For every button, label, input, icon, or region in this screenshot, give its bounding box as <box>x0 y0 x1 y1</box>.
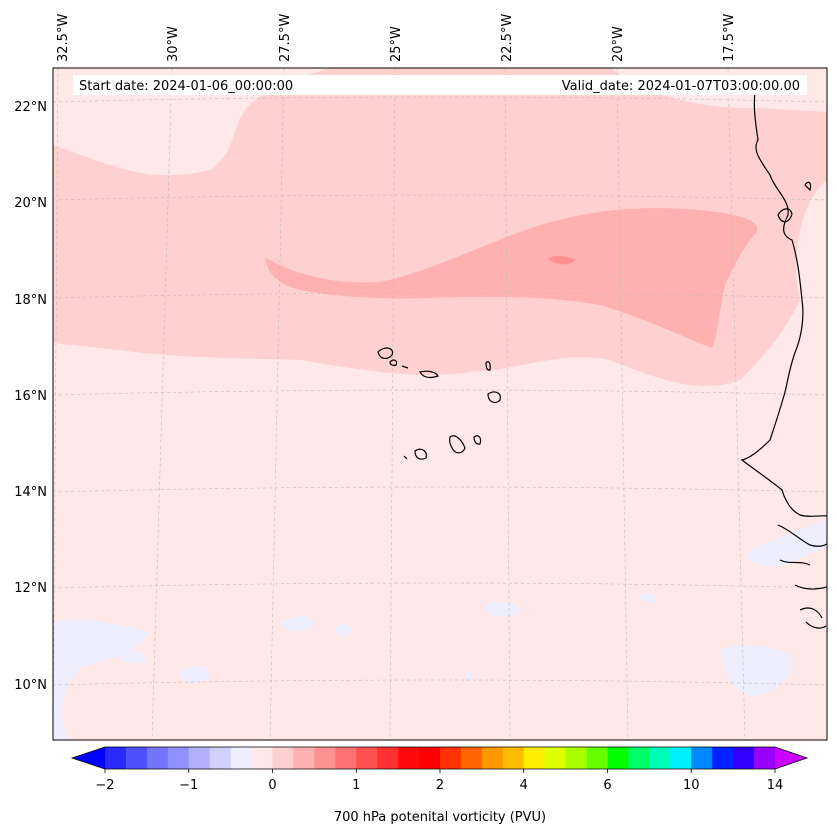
colorbar-cell <box>335 747 357 769</box>
colorbar-cell <box>649 747 671 769</box>
colorbar-cell <box>293 747 315 769</box>
colorbar-cell <box>356 747 378 769</box>
longitude-labels: 32.5°W 30°W 27.5°W 25°W 22.5°W 20°W 17.5… <box>56 14 737 62</box>
colorbar-tick-label: 4 <box>520 778 528 793</box>
lon-label: 22.5°W <box>500 14 515 62</box>
colorbar-cell <box>377 747 399 769</box>
colorbar-cell <box>272 747 295 769</box>
colorbar-cell <box>251 747 274 769</box>
colorbar-cell <box>712 747 734 769</box>
pv-contour-level2 <box>265 208 758 348</box>
colorbar-cell <box>460 747 483 769</box>
colorbar-tick-label: −2 <box>95 778 114 793</box>
colorbar-cell <box>544 747 567 769</box>
colorbar-cell <box>146 747 169 769</box>
lon-label: 30°W <box>166 26 181 62</box>
colorbar-cell <box>565 747 588 769</box>
colorbar-extend-max <box>775 747 807 769</box>
colorbar-cell <box>105 747 127 769</box>
colorbar-cell <box>167 747 190 769</box>
lon-label: 25°W <box>389 26 404 62</box>
colorbar-cell <box>419 747 441 769</box>
lon-label: 20°W <box>611 26 626 62</box>
lon-label: 17.5°W <box>722 14 737 62</box>
colorbar-cell <box>440 747 462 769</box>
lat-label: 18°N <box>14 293 47 308</box>
lat-label: 16°N <box>14 389 47 404</box>
colorbar-cell <box>188 747 211 769</box>
colorbar-cell <box>125 747 148 769</box>
lon-label: 32.5°W <box>56 14 71 62</box>
coastlines <box>740 79 827 629</box>
colorbar-cell <box>691 747 713 769</box>
lat-label: 12°N <box>14 581 47 596</box>
africa-coast <box>740 79 827 517</box>
graticule <box>53 68 827 740</box>
colorbar-tick-label: 2 <box>436 778 444 793</box>
start-date-label: Start date: 2024-01-06_00:00:00 <box>79 79 293 94</box>
colorbar-cell <box>398 747 420 769</box>
cape-verde-islands <box>377 347 501 460</box>
colorbar-cell <box>670 747 692 769</box>
colorbar: −2 −1 0 1 2 4 6 10 14 <box>70 746 809 793</box>
negative-pv-patches <box>53 520 827 740</box>
colorbar-cell <box>502 747 525 769</box>
colorbar-cell <box>523 747 546 769</box>
lon-label: 27.5°W <box>278 14 293 62</box>
lat-label: 14°N <box>14 485 47 500</box>
colorbar-cell <box>733 747 755 769</box>
colorbar-extend-min <box>72 747 105 769</box>
colorbar-cell <box>209 747 232 769</box>
colorbar-tick-label: 0 <box>268 778 276 793</box>
pv-contour-level3 <box>548 256 575 265</box>
colorbar-label: 700 hPa potenital vorticity (PVU) <box>334 810 546 825</box>
colorbar-tick-label: 6 <box>603 778 611 793</box>
colorbar-cell <box>586 747 609 769</box>
colorbar-cell <box>481 747 504 769</box>
colorbar-tick-label: 10 <box>683 778 700 793</box>
colorbar-cell <box>230 747 253 769</box>
latitude-labels: 22°N 20°N 18°N 16°N 14°N 12°N 10°N <box>14 100 47 693</box>
colorbar-cell <box>607 747 630 769</box>
colorbar-tick-label: 1 <box>352 778 360 793</box>
valid-date-label: Valid_date: 2024-01-07T03:00:00.00 <box>562 79 800 94</box>
colorbar-tick-label: −1 <box>179 778 198 793</box>
lat-label: 22°N <box>14 100 47 115</box>
map-frame <box>52 67 828 741</box>
lat-label: 10°N <box>14 678 47 693</box>
colorbar-cell <box>754 747 776 769</box>
map-panel <box>53 68 827 740</box>
colorbar-cell <box>628 747 650 769</box>
colorbar-tick-label: 14 <box>767 778 784 793</box>
lat-label: 20°N <box>14 196 47 211</box>
header-box <box>73 75 807 95</box>
colorbar-cell <box>314 747 336 769</box>
